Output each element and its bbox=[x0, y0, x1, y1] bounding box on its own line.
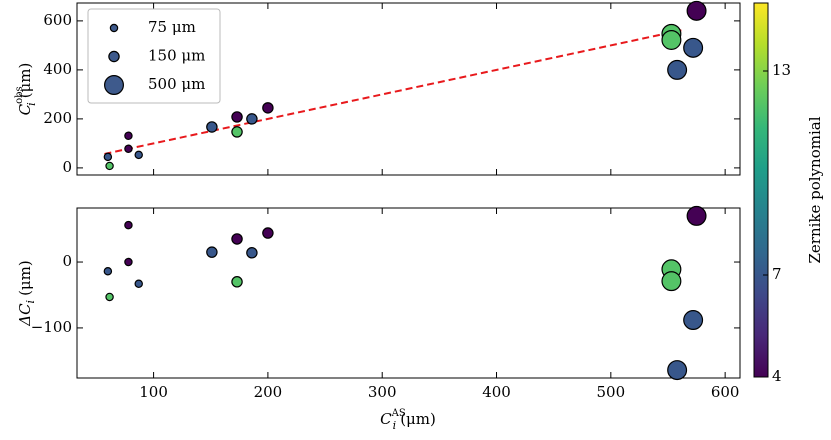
label-superscript: AS bbox=[391, 408, 406, 419]
legend-label: 500 μm bbox=[148, 75, 205, 93]
axis-label: Cobsi (μm) bbox=[14, 63, 39, 116]
data-point bbox=[134, 279, 143, 289]
x-tick-label: 500 bbox=[597, 383, 626, 401]
data-point bbox=[661, 30, 682, 50]
label-subscript: i bbox=[24, 300, 37, 304]
legend-marker bbox=[109, 23, 119, 33]
data-point bbox=[246, 247, 258, 259]
label-unit: (μm) bbox=[16, 260, 34, 296]
label-symbol: C bbox=[380, 410, 392, 428]
data-point bbox=[124, 257, 133, 267]
data-point bbox=[667, 59, 688, 80]
data-point bbox=[231, 111, 243, 123]
x-tick-label: 100 bbox=[139, 383, 168, 401]
data-point bbox=[246, 113, 258, 125]
data-point bbox=[124, 220, 133, 230]
label-subscript: i bbox=[25, 102, 38, 106]
legend-label: 75 μm bbox=[148, 18, 196, 36]
data-point bbox=[124, 131, 133, 141]
label-symbol: C bbox=[16, 103, 34, 115]
data-point bbox=[667, 360, 688, 381]
label-symbol: ΔC bbox=[16, 303, 34, 327]
y-tick-label: 200 bbox=[43, 109, 72, 127]
data-point bbox=[124, 144, 133, 154]
data-point bbox=[231, 126, 243, 138]
colorbar-label: Zernike polynomial bbox=[806, 116, 824, 263]
data-point bbox=[231, 233, 243, 245]
y-tick-label: 600 bbox=[43, 11, 72, 29]
data-point bbox=[103, 267, 113, 276]
y-tick-label: 0 bbox=[62, 158, 72, 176]
data-point bbox=[206, 246, 218, 258]
x-tick-label: 400 bbox=[482, 383, 511, 401]
data-point bbox=[686, 205, 707, 226]
y-tick-label: −100 bbox=[31, 318, 72, 336]
x-tick-label: 200 bbox=[254, 383, 283, 401]
axes-frame bbox=[76, 2, 741, 176]
label-superscript: obs bbox=[14, 86, 25, 104]
colorbar-tick-label: 7 bbox=[772, 265, 782, 283]
data-point bbox=[231, 276, 243, 288]
data-point bbox=[206, 121, 218, 133]
y-tick-label: 400 bbox=[43, 60, 72, 78]
data-point bbox=[262, 102, 274, 114]
axes-frame bbox=[76, 207, 741, 379]
colorbar-tick-label: 13 bbox=[772, 61, 791, 79]
colorbar bbox=[753, 2, 769, 378]
data-point bbox=[103, 152, 113, 162]
data-point bbox=[105, 161, 114, 171]
data-point bbox=[686, 0, 707, 21]
data-point bbox=[683, 310, 704, 331]
data-point bbox=[661, 271, 682, 292]
axis-label: ΔCi (μm) bbox=[16, 260, 37, 327]
legend-marker bbox=[104, 75, 124, 95]
data-point bbox=[134, 150, 143, 160]
data-point bbox=[683, 37, 704, 58]
legend-marker bbox=[108, 50, 120, 63]
axis-label: CAS i (μm) bbox=[380, 408, 436, 433]
label-unit: (μm) bbox=[400, 410, 436, 428]
data-point bbox=[105, 292, 114, 302]
label-unit: (μm) bbox=[16, 63, 34, 99]
x-tick-label: 600 bbox=[711, 383, 740, 401]
data-point bbox=[262, 227, 274, 239]
legend-label: 150 μm bbox=[148, 47, 205, 65]
x-tick-label: 300 bbox=[368, 383, 397, 401]
label-subscript: i bbox=[393, 419, 397, 432]
y-tick-label: 0 bbox=[62, 252, 72, 270]
colorbar-tick-label: 4 bbox=[772, 367, 782, 385]
